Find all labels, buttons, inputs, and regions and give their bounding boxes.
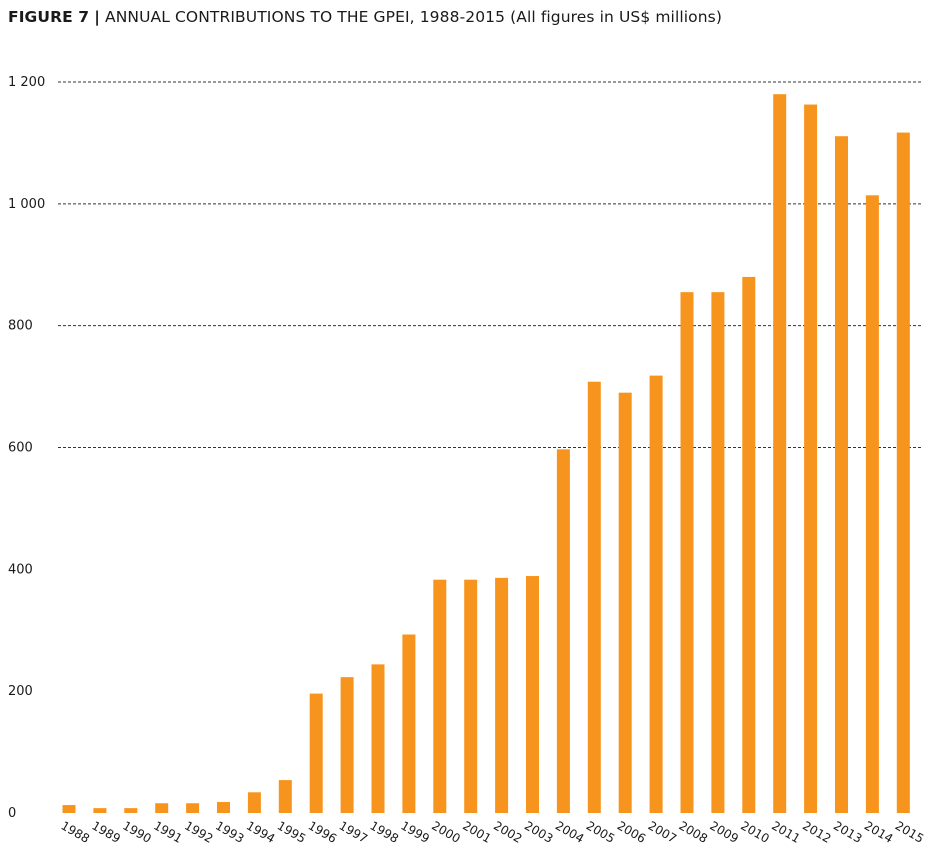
chart-title: FIGURE 7 | ANNUAL CONTRIBUTIONS TO THE G… — [8, 8, 722, 26]
x-tick-label: 2004 — [553, 818, 586, 845]
bar-1995 — [278, 780, 292, 813]
figure-label: FIGURE 7 — [8, 8, 90, 26]
bar-2006 — [618, 392, 632, 813]
x-tick-label: 2006 — [615, 818, 648, 845]
bar-2015 — [896, 132, 910, 813]
x-tick-label: 1993 — [213, 818, 246, 845]
bar-2004 — [556, 449, 570, 813]
bar-1998 — [371, 664, 385, 813]
bar-1991 — [155, 803, 169, 813]
x-tick-label: 2015 — [893, 818, 926, 845]
x-tick-label: 2014 — [862, 818, 895, 845]
x-tick-label: 2008 — [677, 818, 710, 845]
x-tick-label: 1992 — [182, 818, 215, 845]
y-tick-label: 0 — [8, 806, 16, 821]
gridlines — [58, 81, 922, 448]
x-tick-label: 1997 — [337, 818, 370, 845]
x-tick-label: 2013 — [831, 818, 864, 845]
bar-2011 — [773, 94, 787, 813]
bar-2005 — [587, 381, 601, 813]
bar-2001 — [464, 579, 478, 813]
bar-1996 — [309, 693, 323, 813]
x-tick-label: 2010 — [738, 818, 771, 845]
y-axis: 0 200 400 600 800 1 000 1 200 — [8, 75, 45, 821]
x-tick-label: 1990 — [120, 818, 153, 845]
bar-2009 — [711, 292, 725, 814]
bar-2000 — [433, 579, 447, 813]
bar-2014 — [865, 195, 879, 813]
bar-1989 — [93, 808, 107, 813]
x-tick-label: 1995 — [275, 818, 308, 845]
bar-1993 — [217, 802, 230, 813]
y-tick-label: 400 — [8, 562, 33, 577]
x-tick-label: 2012 — [800, 818, 833, 845]
bar-1994 — [247, 792, 261, 813]
bar-1999 — [402, 634, 416, 813]
y-tick-label: 800 — [8, 319, 33, 334]
bar-1988 — [62, 805, 76, 813]
x-tick-label: 2005 — [584, 818, 617, 845]
bar-2007 — [649, 375, 663, 813]
y-tick-label: 600 — [8, 441, 33, 456]
y-tick-label: 200 — [8, 684, 33, 699]
x-tick-label: 1999 — [398, 818, 431, 845]
y-tick-label: 1 200 — [8, 75, 45, 90]
title-separator: | — [94, 8, 100, 26]
x-tick-label: 2002 — [491, 818, 524, 845]
x-tick-label: 1989 — [89, 818, 122, 845]
x-tick-label: 2003 — [522, 818, 555, 845]
x-tick-label: 2009 — [707, 818, 740, 845]
y-tick-label: 1 000 — [8, 197, 45, 212]
bars — [62, 94, 910, 814]
x-tick-label: 1998 — [368, 818, 401, 845]
x-tick-label: 2011 — [769, 818, 802, 845]
bar-2002 — [495, 577, 509, 813]
x-tick-label: 2007 — [646, 818, 679, 845]
bar-1997 — [340, 677, 354, 813]
bar-2003 — [526, 576, 539, 813]
x-tick-label: 1994 — [244, 818, 277, 845]
bar-1990 — [124, 808, 138, 813]
bar-2013 — [835, 136, 848, 814]
bar-2012 — [804, 104, 818, 813]
x-tick-label: 2001 — [460, 818, 493, 845]
x-tick-label: 1991 — [151, 818, 184, 845]
x-axis: 1988198919901991199219931994199519961997… — [59, 818, 927, 845]
bar-1992 — [186, 803, 200, 813]
x-tick-label: 1996 — [306, 818, 339, 845]
x-tick-label: 2000 — [429, 818, 462, 845]
title-text: ANNUAL CONTRIBUTIONS TO THE GPEI, 1988-2… — [105, 8, 723, 26]
bar-2008 — [680, 292, 694, 814]
bar-2010 — [742, 276, 756, 813]
x-tick-label: 1988 — [59, 818, 92, 845]
